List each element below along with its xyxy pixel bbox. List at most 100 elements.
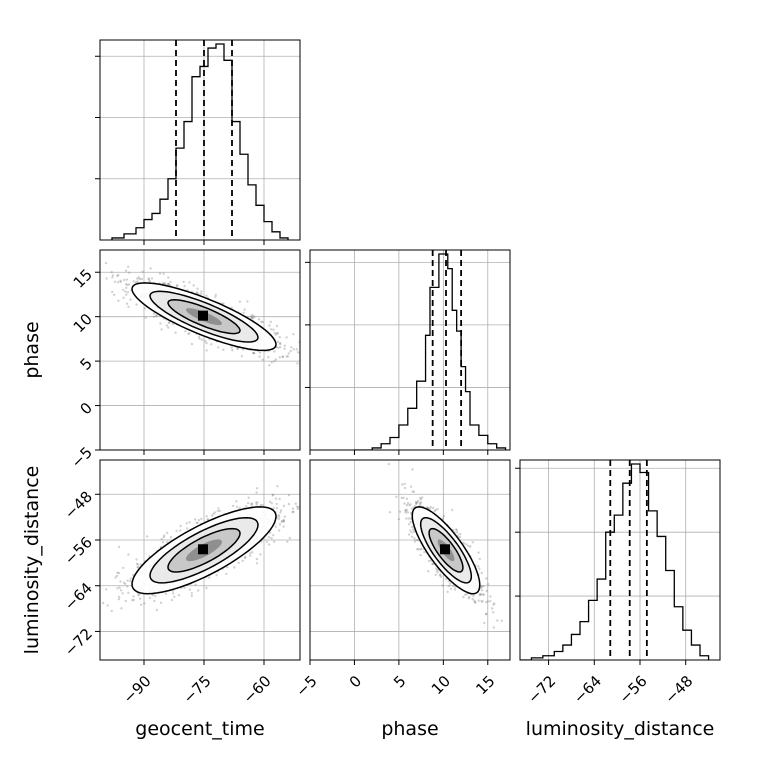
scatter-point xyxy=(278,342,282,346)
scatter-point xyxy=(419,496,422,500)
y-tick-label: 0 xyxy=(77,399,96,418)
scatter-point xyxy=(285,355,288,358)
scatter-point xyxy=(195,521,198,525)
scatter-point xyxy=(281,519,284,523)
scatter-point xyxy=(205,349,208,352)
scatter-point xyxy=(159,601,163,604)
scatter-point xyxy=(198,337,201,340)
scatter-point xyxy=(292,510,295,513)
scatter-point xyxy=(211,514,214,517)
scatter-point xyxy=(485,589,488,593)
scatter-point xyxy=(238,506,241,510)
scatter-point xyxy=(477,565,480,568)
scatter-point xyxy=(175,284,179,287)
scatter-point xyxy=(485,601,488,604)
scatter-point xyxy=(400,496,403,500)
scatter-point xyxy=(294,502,297,505)
scatter-point xyxy=(148,279,151,283)
scatter-point xyxy=(167,282,170,286)
scatter-point xyxy=(197,589,200,592)
scatter-point xyxy=(279,509,283,512)
scatter-point xyxy=(212,512,215,515)
scatter-point xyxy=(455,528,458,531)
scatter-point xyxy=(140,277,143,281)
scatter-point xyxy=(447,584,450,588)
scatter-point xyxy=(442,514,446,518)
x-tick-label: −48 xyxy=(661,672,696,707)
scatter-point xyxy=(482,585,485,588)
scatter-point xyxy=(127,305,130,308)
scatter-point xyxy=(136,563,140,566)
scatter-point xyxy=(473,599,476,603)
scatter-point xyxy=(255,491,258,494)
scatter-point xyxy=(409,503,412,506)
scatter-point xyxy=(252,351,255,355)
scatter-point xyxy=(415,539,418,542)
histogram-luminosity_distance xyxy=(520,463,710,660)
scatter-point xyxy=(152,315,156,318)
scatter-point xyxy=(255,557,259,561)
scatter-point xyxy=(485,612,488,616)
scatter-point xyxy=(289,349,292,353)
panel-pair-geocent_time-luminosity_distance-frame xyxy=(99,459,301,661)
scatter-point xyxy=(138,593,141,596)
y-tick-label: −72 xyxy=(61,625,96,660)
scatter-point xyxy=(388,511,392,514)
scatter-point xyxy=(279,341,282,345)
scatter-point xyxy=(252,316,255,319)
scatter-point xyxy=(434,508,437,512)
scatter-point xyxy=(136,280,139,283)
scatter-point xyxy=(125,293,128,296)
scatter-point xyxy=(425,506,429,509)
scatter-point xyxy=(117,598,121,601)
scatter-point xyxy=(119,280,123,283)
scatter-point xyxy=(200,290,203,293)
scatter-point xyxy=(477,599,480,602)
x-axis-label-luminosity_distance: luminosity_distance xyxy=(526,718,715,740)
contour-line xyxy=(167,527,241,573)
scatter-point xyxy=(251,502,254,505)
scatter-point xyxy=(445,577,448,581)
scatter-point xyxy=(403,482,406,486)
scatter-point xyxy=(478,557,481,561)
scatter-point xyxy=(303,490,305,492)
scatter-point xyxy=(301,354,303,356)
scatter-point xyxy=(116,274,119,278)
scatter-point xyxy=(479,584,483,587)
scatter-point xyxy=(405,503,409,507)
scatter-point xyxy=(283,515,287,518)
scatter-point xyxy=(416,548,419,551)
scatter-point xyxy=(137,566,140,569)
scatter-point xyxy=(135,562,139,566)
scatter-point xyxy=(480,585,483,588)
scatter-point xyxy=(125,278,129,281)
scatter-point xyxy=(261,504,264,507)
scatter-point xyxy=(125,302,129,305)
scatter-point xyxy=(196,521,199,524)
scatter-point xyxy=(301,364,303,366)
scatter-point xyxy=(483,621,486,625)
x-tick-label: 5 xyxy=(390,672,409,691)
scatter-point xyxy=(409,511,413,515)
scatter-point xyxy=(274,497,278,500)
scatter-point xyxy=(413,540,417,543)
scatter-point xyxy=(155,314,158,318)
scatter-point xyxy=(282,504,286,508)
scatter-point xyxy=(177,594,181,597)
scatter-point xyxy=(251,551,254,554)
scatter-point xyxy=(492,603,495,606)
scatter-point xyxy=(301,519,303,521)
scatter-point xyxy=(282,519,285,523)
scatter-point xyxy=(122,288,125,292)
scatter-point xyxy=(270,537,273,540)
panel-hist-luminosity_distance-frame xyxy=(519,459,721,661)
scatter-point xyxy=(94,595,96,597)
scatter-point xyxy=(255,503,258,506)
scatter-point xyxy=(122,581,126,584)
contour-line xyxy=(131,506,277,595)
scatter-point xyxy=(409,520,412,524)
scatter-point xyxy=(143,602,146,605)
scatter-point xyxy=(417,539,420,542)
scatter-point xyxy=(150,277,154,280)
scatter-point xyxy=(415,501,419,504)
